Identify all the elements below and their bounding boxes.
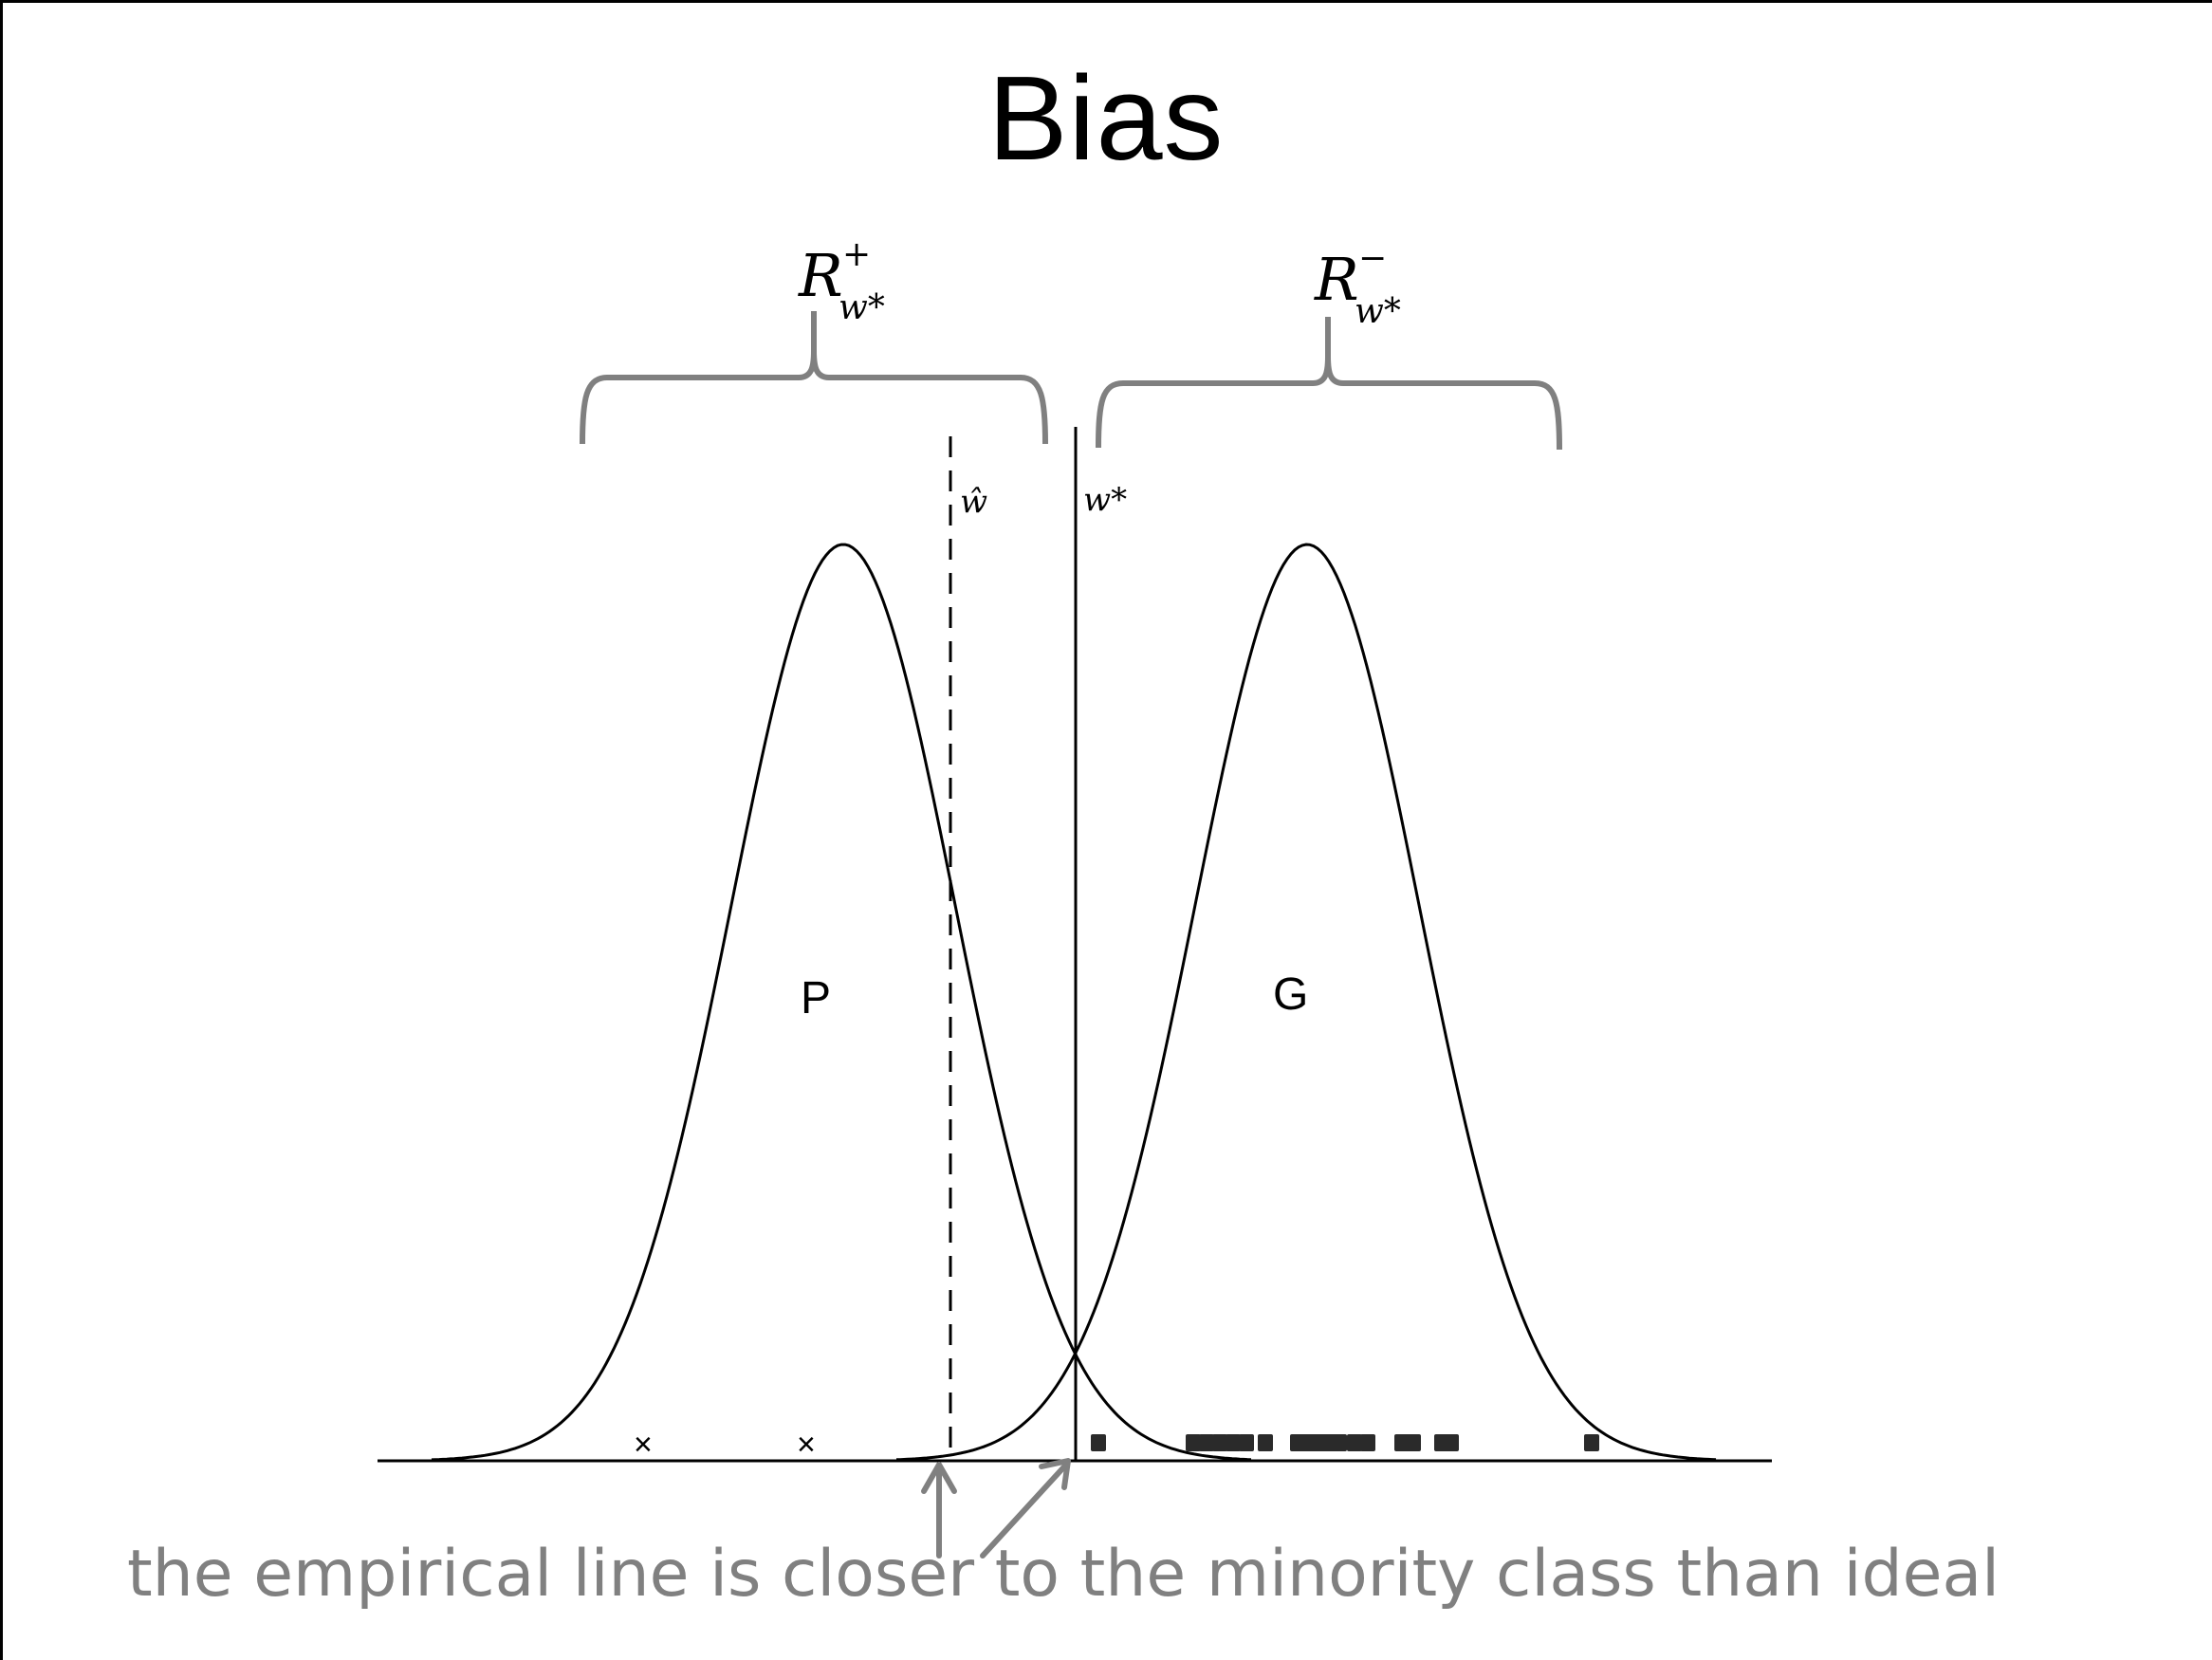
empirical-arrow (921, 1462, 957, 1559)
majority-sample-marker (1258, 1434, 1273, 1451)
empirical-boundary-label: ŵ (960, 483, 987, 521)
majority-sample-marker (1332, 1434, 1347, 1451)
minority-distribution-curve (431, 543, 1252, 1462)
negative-region-sub: w* (1355, 292, 1401, 331)
optimal-arrow (980, 1458, 1071, 1559)
majority-sample-marker (1091, 1434, 1106, 1451)
majority-distribution-curve (895, 543, 1717, 1462)
majority-sample-marker (1347, 1434, 1362, 1451)
majority-sample-marker (1199, 1434, 1214, 1451)
majority-distribution-label: G (1273, 969, 1308, 1020)
slide-caption: the empirical line is closer to the mino… (127, 1537, 2000, 1612)
majority-sample-markers (1091, 1434, 1599, 1451)
positive-region-brace (580, 311, 1048, 445)
minority-sample-marker: × (634, 1427, 653, 1463)
slide-frame-top (0, 0, 2212, 3)
minority-distribution-label: P (801, 973, 831, 1024)
majority-sample-marker (1226, 1434, 1241, 1451)
majority-sample-marker (1239, 1434, 1254, 1451)
majority-sample-marker (1186, 1434, 1201, 1451)
negative-region-sup: − (1358, 239, 1387, 278)
positive-region-sup: + (842, 235, 871, 274)
slide-title: Bias (987, 51, 1225, 185)
positive-region-sub: w* (839, 288, 885, 327)
majority-sample-marker (1212, 1434, 1227, 1451)
minority-sample-marker: × (797, 1427, 816, 1463)
slide-frame-left (0, 0, 3, 1660)
majority-sample-marker (1406, 1434, 1421, 1451)
negative-region-label: R (1314, 245, 1359, 314)
optimal-boundary-label: w* (1083, 481, 1127, 519)
majority-sample-marker (1444, 1434, 1459, 1451)
majority-sample-marker (1360, 1434, 1375, 1451)
majority-sample-marker (1584, 1434, 1599, 1451)
negative-region-brace (1096, 317, 1562, 451)
positive-region-label: R (798, 241, 843, 310)
